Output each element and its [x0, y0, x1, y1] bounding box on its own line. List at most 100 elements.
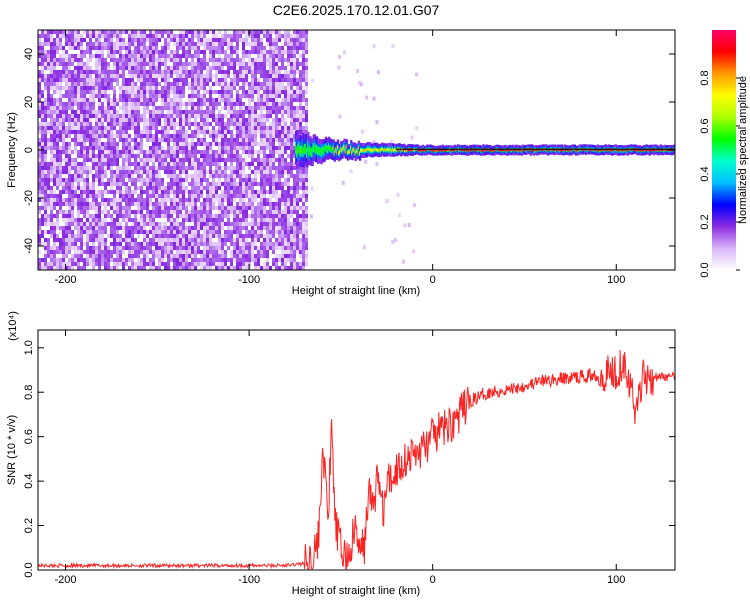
- heatmap-cell: [65, 182, 68, 186]
- heatmap-cell: [41, 158, 44, 162]
- heatmap-cell: [74, 146, 77, 150]
- heatmap-cell: [278, 154, 281, 158]
- heatmap-cell: [53, 142, 56, 146]
- heatmap-cell: [116, 266, 119, 270]
- heatmap-cell: [182, 146, 185, 150]
- heatmap-cell: [302, 106, 305, 110]
- heatmap-cell: [143, 86, 146, 90]
- heatmap-cell: [194, 62, 197, 66]
- heatmap-cell: [149, 34, 152, 38]
- heatmap-cell: [113, 42, 116, 46]
- heatmap-cell: [227, 246, 230, 250]
- heatmap-cell: [248, 42, 251, 46]
- heatmap-cell: [269, 134, 272, 138]
- heatmap-cell: [275, 126, 278, 130]
- heatmap-cell: [173, 70, 176, 74]
- heatmap-cell: [86, 30, 89, 34]
- heatmap-cell: [257, 158, 260, 162]
- heatmap-cell: [110, 206, 113, 210]
- heatmap-cell: [221, 94, 224, 98]
- heatmap-cell: [95, 254, 98, 258]
- heatmap-cell: [296, 70, 299, 74]
- heatmap-cell: [116, 242, 119, 246]
- heatmap-cell: [89, 42, 92, 46]
- heatmap-cell: [191, 82, 194, 86]
- heatmap-cell: [173, 190, 176, 194]
- heatmap-cell: [194, 246, 197, 250]
- heatmap-cell: [230, 46, 233, 50]
- heatmap-cell: [221, 202, 224, 206]
- heatmap-cell: [266, 54, 269, 58]
- heatmap-cell: [203, 102, 206, 106]
- heatmap-cell: [68, 66, 71, 70]
- heatmap-cell: [44, 258, 47, 262]
- heatmap-cell: [47, 94, 50, 98]
- heatmap-cell: [263, 126, 266, 130]
- heatmap-cell: [38, 78, 41, 82]
- heatmap-cell: [203, 186, 206, 190]
- heatmap-cell: [269, 210, 272, 214]
- heatmap-cell: [137, 178, 140, 182]
- heatmap-cell: [38, 250, 41, 254]
- heatmap-cell: [41, 258, 44, 262]
- heatmap-cell: [68, 30, 71, 34]
- heatmap-cell: [125, 86, 128, 90]
- heatmap-cell: [239, 98, 242, 102]
- heatmap-cell: [104, 126, 107, 130]
- heatmap-cell: [170, 134, 173, 138]
- heatmap-cell: [38, 130, 41, 134]
- heatmap-cell: [44, 254, 47, 258]
- heatmap-cell: [59, 106, 62, 110]
- heatmap-cell: [176, 238, 179, 242]
- heatmap-cell: [86, 118, 89, 122]
- heatmap-cell: [224, 130, 227, 134]
- heatmap-cell: [209, 166, 212, 170]
- heatmap-cell: [62, 150, 65, 154]
- heatmap-cell: [41, 218, 44, 222]
- heatmap-cell: [137, 150, 140, 154]
- heatmap-cell: [182, 226, 185, 230]
- heatmap-cell: [263, 238, 266, 242]
- heatmap-cell: [104, 90, 107, 94]
- heatmap-cell: [149, 102, 152, 106]
- heatmap-cell: [125, 102, 128, 106]
- heatmap-cell: [173, 262, 176, 266]
- heatmap-cell: [125, 110, 128, 114]
- heatmap-cell: [92, 174, 95, 178]
- heatmap-cell: [44, 202, 47, 206]
- heatmap-cell: [86, 174, 89, 178]
- heatmap-cell: [110, 186, 113, 190]
- heatmap-cell: [50, 78, 53, 82]
- heatmap-cell: [65, 118, 68, 122]
- heatmap-cell: [233, 218, 236, 222]
- heatmap-cell: [239, 126, 242, 130]
- heatmap-cell: [257, 218, 260, 222]
- heatmap-cell: [146, 166, 149, 170]
- heatmap-cell: [170, 50, 173, 54]
- heatmap-cell: [44, 166, 47, 170]
- heatmap-cell: [143, 246, 146, 250]
- heatmap-cell: [149, 158, 152, 162]
- heatmap-cell: [107, 154, 110, 158]
- heatmap-cell: [89, 214, 92, 218]
- heatmap-cell: [212, 54, 215, 58]
- heatmap-cell: [272, 162, 275, 166]
- heatmap-cell: [152, 94, 155, 98]
- heatmap-cell: [203, 134, 206, 138]
- heatmap-cell: [167, 194, 170, 198]
- heatmap-cell: [131, 118, 134, 122]
- heatmap-cell: [101, 102, 104, 106]
- heatmap-cell: [287, 170, 290, 174]
- heatmap-cell: [164, 50, 167, 54]
- heatmap-cell: [167, 74, 170, 78]
- heatmap-cell: [65, 158, 68, 162]
- heatmap-cell: [116, 218, 119, 222]
- heatmap-cell: [284, 202, 287, 206]
- heatmap-cell: [164, 210, 167, 214]
- heatmap-cell: [71, 210, 74, 214]
- heatmap-cell: [161, 126, 164, 130]
- heatmap-cell: [266, 90, 269, 94]
- heatmap-cell: [182, 114, 185, 118]
- heatmap-cell: [137, 162, 140, 166]
- heatmap-cell: [68, 210, 71, 214]
